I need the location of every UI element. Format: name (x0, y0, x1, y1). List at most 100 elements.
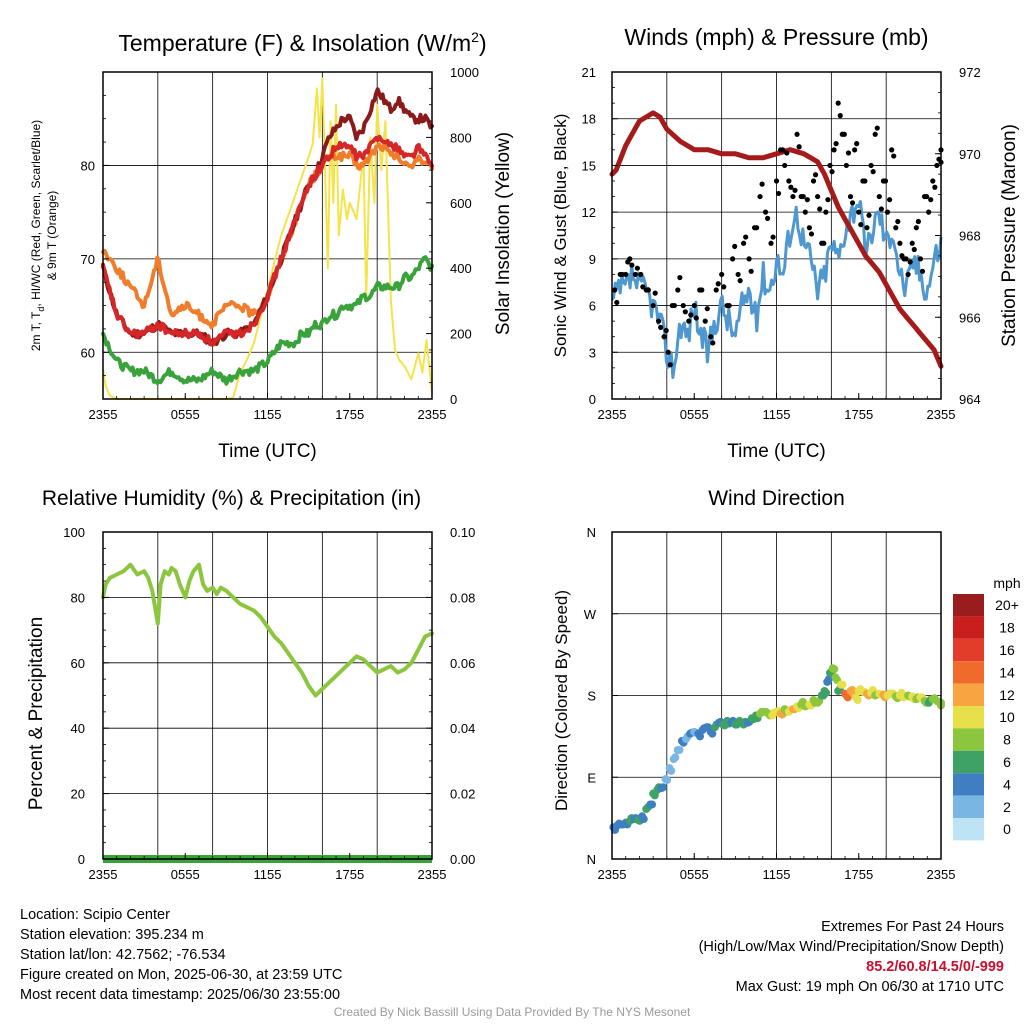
gust-point (629, 262, 635, 268)
gust-point (854, 141, 860, 147)
colorbar-label: 12 (999, 687, 1015, 703)
gust-point (656, 318, 662, 324)
gust-point (675, 287, 681, 293)
gust-point (708, 334, 714, 340)
gust-point (715, 281, 721, 287)
gust-point (780, 147, 786, 153)
gust-point (671, 302, 677, 309)
extremes-panel: Extremes For Past 24 Hours (High/Low/Max… (699, 917, 1004, 997)
y-axis-label: Percent & Precipitation (26, 617, 47, 810)
gust-point (741, 240, 747, 246)
extremes-title: Extremes For Past 24 Hours (821, 919, 1004, 935)
gust-point (638, 271, 644, 278)
y-tick-label: 80 (81, 158, 95, 173)
gust-point (876, 193, 882, 200)
gust-point (748, 268, 754, 274)
gust-point (932, 184, 938, 190)
y2-axis-label: Station Pressure (Maroon) (999, 124, 1020, 347)
gust-point (682, 309, 688, 315)
gust-point (835, 100, 841, 106)
gust-point (897, 240, 903, 246)
gust-point (934, 162, 940, 169)
colorbar-swatch (953, 638, 984, 662)
chart-title: Winds (mph) & Pressure (mb) (624, 24, 928, 50)
colorbar-swatch (953, 818, 984, 841)
direction-point (822, 688, 831, 697)
y2-tick-label: 0.04 (450, 721, 475, 736)
gust-point (794, 131, 800, 137)
extremes-subtitle: (High/Low/Max Wind/Precipitation/Snow De… (698, 939, 1004, 955)
series-line-3 (101, 255, 434, 386)
direction-point (708, 729, 717, 738)
direction-point (824, 675, 833, 684)
x-tick-label: 1755 (335, 867, 364, 882)
gust-point (804, 197, 810, 203)
gust-point (614, 299, 620, 306)
y-tick-label: N (587, 525, 596, 540)
gust-point (907, 259, 913, 265)
y2-tick-label: 600 (450, 196, 472, 211)
gust-point (634, 265, 640, 271)
station-latlon: Station lat/lon: 42.7562; -76.534 (20, 947, 226, 963)
gust-point (845, 150, 852, 156)
gust-point (788, 184, 794, 190)
x-tick-label: 0555 (680, 407, 709, 422)
gust-point (893, 225, 899, 231)
colorbar-title: mph (993, 575, 1020, 591)
y-axis-label: Direction (Colored By Speed) (552, 590, 571, 811)
colorbar-label: 8 (1003, 732, 1011, 748)
y2-tick-label: 0.10 (450, 525, 475, 540)
gust-point (627, 256, 633, 262)
x-tick-label: 0555 (680, 867, 709, 882)
gust-point (782, 162, 788, 169)
gust-point (856, 209, 862, 215)
y-tick-label: 60 (81, 345, 95, 360)
y-axis-label-line2: & 9m T (Orange) (45, 191, 59, 281)
y-tick-label: 0 (78, 852, 85, 867)
humidity-line (101, 562, 434, 698)
y-tick-label: 18 (582, 112, 596, 127)
gust-point (870, 169, 876, 175)
gust-point (773, 178, 780, 184)
x-tick-label: 1155 (763, 867, 791, 882)
y-tick-label: S (587, 689, 596, 704)
y2-tick-label: 200 (450, 327, 472, 342)
gust-point (757, 193, 763, 200)
y2-tick-label: 0.02 (450, 787, 475, 802)
x-tick-label: 2355 (418, 407, 447, 422)
direction-point (838, 680, 847, 689)
gust-point (746, 256, 752, 262)
gust-point (632, 271, 638, 278)
gust-point (884, 209, 891, 215)
gust-point (790, 193, 796, 200)
gust-point (882, 178, 889, 184)
gust-point (693, 315, 699, 321)
gust-point (658, 324, 664, 330)
gust-point (775, 190, 782, 197)
x-axis-label: Time (UTC) (218, 441, 317, 462)
gust-point (730, 256, 736, 262)
gust-point (764, 215, 771, 221)
y-tick-label: 20 (71, 787, 85, 802)
gust-point (815, 193, 821, 200)
x-tick-label: 1155 (254, 867, 282, 882)
gust-point (713, 287, 719, 293)
y2-tick-label: 400 (450, 261, 472, 276)
humidity-chart: 0 20 40 60 80 100 0.00 0.02 0.04 0.06 0.08 0.10 2355… (26, 487, 475, 882)
gust-point (645, 287, 651, 293)
gust-point (886, 197, 893, 203)
direction-point (648, 800, 657, 809)
y-tick-label: 6 (589, 299, 596, 314)
gust-point (806, 225, 813, 231)
chart-title-end: ) (479, 30, 487, 56)
gust-point (704, 306, 710, 312)
y2-tick-label: 800 (450, 130, 472, 145)
gust-point (909, 240, 915, 246)
gust-point (710, 340, 716, 346)
gust-point (843, 162, 850, 169)
gust-point (889, 147, 895, 153)
x-tick-label: 1755 (844, 407, 873, 422)
gust-point (852, 147, 858, 153)
gust-point (903, 256, 909, 262)
